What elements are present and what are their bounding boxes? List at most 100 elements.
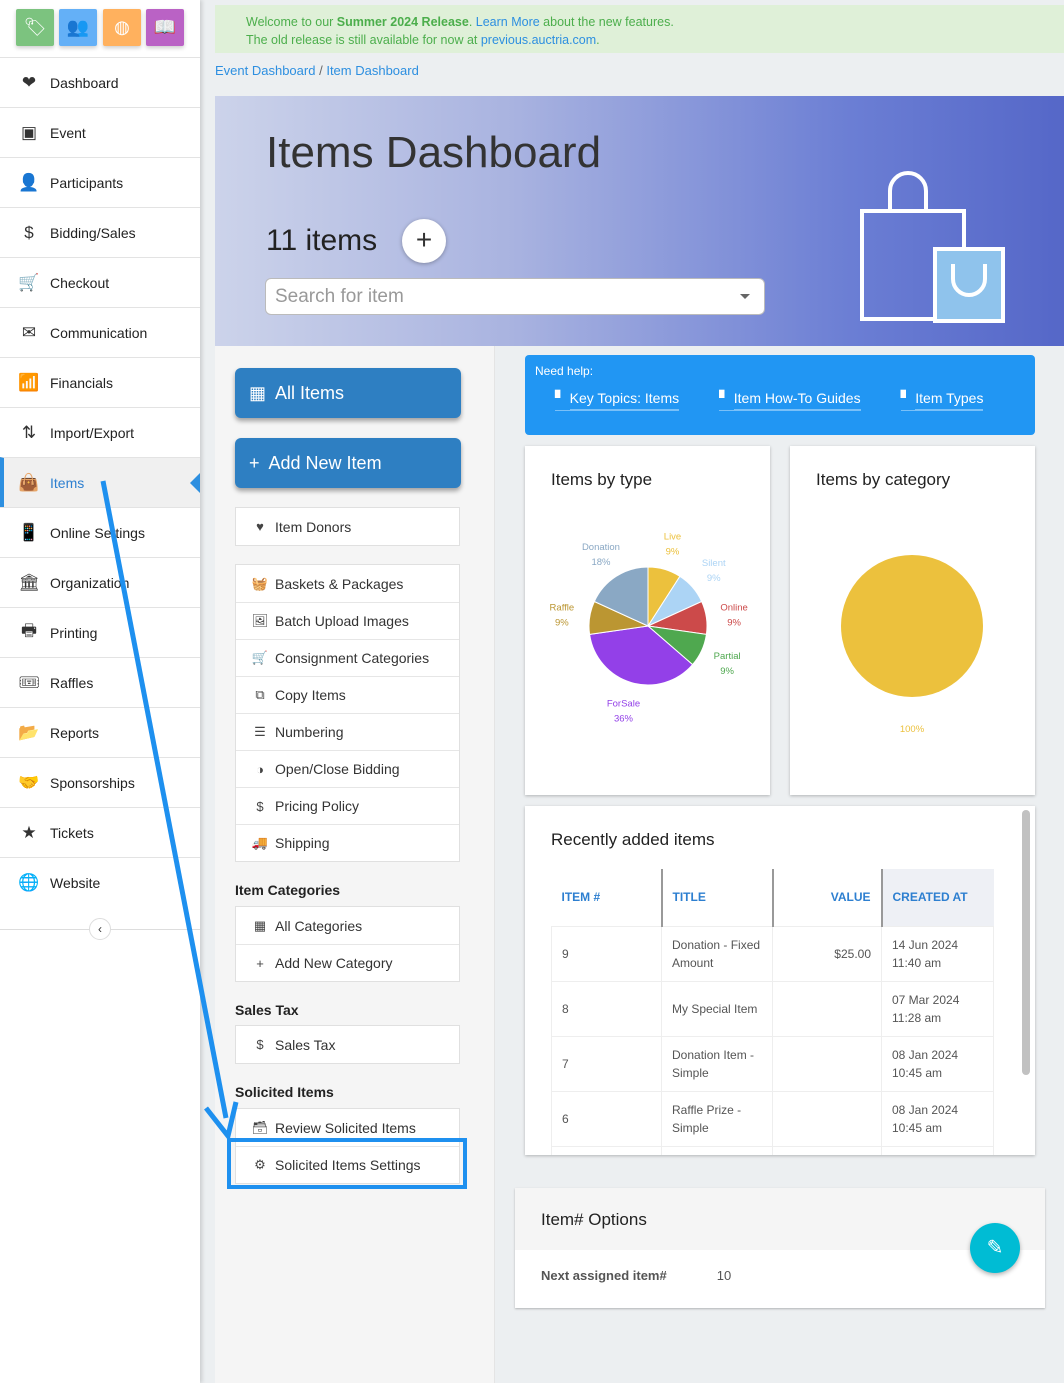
add-item-button[interactable]: + (402, 219, 446, 263)
numbering-link[interactable]: ☰ Numbering (236, 713, 459, 750)
next-item-label: Next assigned item# (541, 1268, 667, 1283)
baskets-packages-link[interactable]: 🧺 Baskets & Packages (236, 565, 459, 602)
review-solicited-items-link[interactable]: 🗃 Review Solicited Items (236, 1109, 459, 1146)
all-items-label: All Items (275, 382, 345, 403)
batch-upload-images-link[interactable]: 🖼 Batch Upload Images (236, 602, 459, 639)
add-new-item-label: Add New Item (268, 452, 382, 473)
items-by-category-pie: 100% (841, 555, 983, 735)
sidebar-item-reports[interactable]: 📂 Reports (0, 707, 200, 757)
chart-title: Items by type (551, 470, 653, 489)
table-row[interactable]: 9 Donation - Fixed Amount $25.00 14 Jun 202… (551, 925, 994, 982)
menu-item-label: Numbering (275, 724, 344, 740)
sidebar-item-participants[interactable]: 👤 Participants (0, 157, 200, 207)
slice-label: Partial (714, 651, 741, 662)
tools-icon: 🖼 (251, 613, 269, 628)
sales-tax-link[interactable]: $ Sales Tax (236, 1026, 459, 1063)
menu-item-label: Batch Upload Images (275, 613, 409, 629)
globe-icon[interactable]: ◍ (103, 9, 141, 46)
column-header[interactable]: TITLE (661, 869, 774, 926)
pie-slice[interactable] (589, 625, 694, 686)
sidebar-item-bidding-sales[interactable]: $ Bidding/Sales (0, 207, 200, 257)
link-label: Key Topics: Items (569, 390, 680, 410)
sidebar-item-raffles[interactable]: 🎟 Raffles (0, 657, 200, 707)
slice-percent: 36% (614, 713, 634, 724)
slice-label: Live (664, 532, 681, 543)
page-title: Items Dashboard (266, 128, 602, 177)
sidebar-item-organization[interactable]: 🏛 Organization (0, 557, 200, 607)
table-row[interactable]: 6 Raffle Prize - Simple 08 Jan 2024 10:45 … (551, 1090, 994, 1147)
search-input[interactable]: Search for item (265, 278, 765, 315)
key-topics-link[interactable]: ▘ Key Topics: Items (555, 390, 680, 411)
categories-icon: ▦ (253, 917, 267, 933)
breadcrumb-event-dashboard[interactable]: Event Dashboard (215, 63, 316, 78)
sidebar-item-label: Event (50, 124, 86, 141)
item-types-link[interactable]: ▘ Item Types (900, 390, 984, 411)
sidebar-item-label: Import/Export (50, 424, 135, 441)
sidebar-item-communication[interactable]: ✉ Communication (0, 307, 200, 357)
chart-title: Items by category (816, 470, 951, 489)
recent-items-title: Recently added items (551, 830, 715, 849)
sidebar-item-tickets[interactable]: ★ Tickets (0, 807, 200, 857)
open-close-bidding-link[interactable]: ◑ Open/Close Bidding (236, 750, 459, 787)
menu-item-label: Consignment Categories (275, 650, 430, 666)
pricing-policy-link[interactable]: $ Pricing Policy (236, 787, 459, 824)
slice-percent: 9% (727, 618, 741, 629)
tools-icon: 🧺 (251, 575, 269, 591)
link-label: Item How-To Guides (733, 390, 861, 410)
table-cell (772, 1035, 882, 1092)
dropdown-caret-icon (740, 294, 750, 304)
slice-percent: 9% (555, 618, 569, 629)
add-new-category-link[interactable]: + Add New Category (236, 944, 459, 981)
slice-percent: 100% (900, 724, 925, 735)
table-header: ITEM # TITLE VALUE CREATED AT (551, 869, 994, 926)
scrollbar[interactable] (1022, 810, 1030, 1075)
column-header[interactable]: VALUE (772, 869, 883, 926)
sidebar-item-items[interactable]: 👜 Items (0, 457, 200, 507)
table-row[interactable]: 7 Donation Item - Simple 08 Jan 2024 10:45… (551, 1035, 994, 1092)
collapse-sidebar-button[interactable]: ‹ (89, 918, 111, 940)
all-categories-link[interactable]: ▦ All Categories (236, 907, 459, 944)
sidebar-item-checkout[interactable]: 🛒 Checkout (0, 257, 200, 307)
sidebar-item-sponsorships[interactable]: 🤝 Sponsorships (0, 757, 200, 807)
item-categories-heading: Item Categories (235, 882, 341, 898)
solicited-items-settings-link[interactable]: ⚙ Solicited Items Settings (236, 1146, 459, 1183)
column-header[interactable]: CREATED AT (881, 869, 994, 926)
copy-items-link[interactable]: ⧉ Copy Items (236, 676, 459, 713)
pie-slice[interactable] (841, 555, 983, 697)
consignment-categories-link[interactable]: 🛒 Consignment Categories (236, 639, 459, 676)
recent-items-card: Recently added items ITEM # TITLE VALUE CRE… (525, 806, 1035, 1155)
sidebar-item-dashboard[interactable]: ❤ Dashboard (0, 57, 200, 107)
learn-more-link[interactable]: Learn More (475, 15, 540, 29)
sidebar-item-online-settings[interactable]: 📱 Online Settings (0, 507, 200, 557)
breadcrumb-item-dashboard[interactable]: Item Dashboard (326, 63, 419, 78)
pie-slice[interactable] (593, 566, 649, 627)
chart-icon: 📶 (18, 372, 40, 392)
sidebar-item-import-export[interactable]: ⇅ Import/Export (0, 407, 200, 457)
table-cell: 8 (551, 980, 662, 1037)
search-placeholder: Search for item (275, 286, 404, 307)
items-menu-panel: ▦ All Items + Add New Item ♥ Item Donors 🧺 B… (215, 346, 495, 1383)
all-items-button[interactable]: ▦ All Items (235, 368, 461, 418)
globe-icon: 🌐 (18, 872, 40, 892)
tag-icon[interactable]: 🏷 (16, 9, 54, 46)
shipping-link[interactable]: 🚚 Shipping (236, 824, 459, 861)
help-box: Need help: ▘ Key Topics: Items ▘ Item Ho… (525, 355, 1035, 435)
previous-release-link[interactable]: previous.auctria.com (480, 33, 597, 47)
menu-item-label: Shipping (275, 835, 330, 851)
column-header[interactable]: ITEM # (551, 869, 663, 926)
book-reader-icon[interactable]: 📖 (146, 9, 184, 46)
table-row[interactable]: 8 My Special Item 07 Mar 2024 11:28 am (551, 980, 994, 1037)
how-to-guides-link[interactable]: ▘ Item How-To Guides (719, 390, 861, 411)
people-icon[interactable]: 👥 (59, 9, 97, 46)
add-new-item-button[interactable]: + Add New Item (235, 438, 461, 488)
sidebar-item-printing[interactable]: 🖶 Printing (0, 607, 200, 657)
table-row[interactable] (551, 1145, 994, 1155)
sidebar-item-financials[interactable]: 📶 Financials (0, 357, 200, 407)
breadcrumb-separator: / (319, 63, 323, 78)
table-cell (772, 1090, 882, 1147)
slice-label: ForSale (607, 698, 640, 709)
item-donors-link[interactable]: ♥ Item Donors (236, 508, 459, 545)
sidebar-item-event[interactable]: ▣ Event (0, 107, 200, 157)
edit-pencil-button[interactable]: ✎ (970, 1223, 1020, 1273)
sidebar-item-website[interactable]: 🌐 Website (0, 857, 200, 907)
